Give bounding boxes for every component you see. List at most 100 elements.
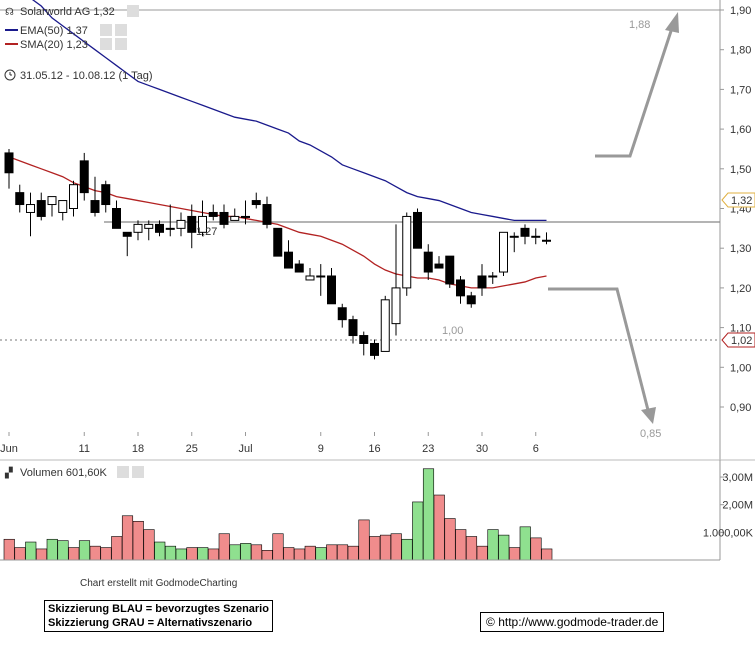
candle bbox=[284, 240, 293, 269]
volume-bar bbox=[143, 529, 155, 561]
candle bbox=[456, 275, 465, 304]
volume-bar bbox=[455, 529, 467, 561]
candle bbox=[413, 208, 422, 249]
price-tick-label: 0,90 bbox=[730, 402, 751, 414]
candle bbox=[47, 196, 57, 217]
svg-text:1,02: 1,02 bbox=[731, 335, 752, 347]
price-tick-label: 1,50 bbox=[730, 164, 751, 176]
volume-tick-label: 1.000,00K bbox=[703, 527, 754, 539]
price-tick-label: 1,10 bbox=[730, 323, 751, 335]
price-tick-label: 1,20 bbox=[730, 283, 751, 295]
sma-settings-icon[interactable] bbox=[100, 38, 112, 50]
volume-bar bbox=[154, 541, 166, 561]
candle bbox=[542, 232, 551, 245]
volume-bar bbox=[326, 544, 338, 561]
copyright-icon: © bbox=[486, 615, 495, 629]
price-tick-label: 1,80 bbox=[730, 45, 751, 57]
candle bbox=[262, 196, 272, 229]
volume-bar bbox=[315, 547, 327, 561]
scenario-arrow-down bbox=[548, 287, 656, 424]
candle bbox=[36, 192, 46, 221]
annotation-0-85: 0,85 bbox=[640, 428, 661, 440]
volume-bar bbox=[121, 515, 134, 561]
volume-axis-ticks: 1.000,00K 2,00M 3,00M bbox=[703, 472, 754, 539]
candle bbox=[434, 256, 444, 269]
ema-settings-icon[interactable] bbox=[100, 24, 112, 36]
volume-bar bbox=[347, 545, 359, 561]
settings-icon[interactable] bbox=[127, 5, 139, 17]
candle bbox=[499, 231, 508, 276]
volume-bar bbox=[35, 548, 48, 561]
volume-bar bbox=[498, 534, 510, 561]
volume-bar bbox=[46, 538, 58, 561]
volume-bar bbox=[272, 533, 284, 561]
candle bbox=[380, 295, 390, 352]
candle bbox=[133, 220, 143, 241]
volume-tick-label: 3,00M bbox=[722, 472, 753, 484]
price-panel: 0,901,001,101,201,301,401,501,601,701,80… bbox=[0, 0, 755, 460]
volume-bar bbox=[57, 540, 69, 561]
volume-bar bbox=[218, 533, 230, 561]
volume-bar bbox=[304, 545, 316, 561]
volume-icon: ▞ bbox=[4, 466, 13, 479]
date-axis-ticks: Jun 11 18 25 Jul 9 16 23 30 6 bbox=[0, 432, 539, 455]
date-tick-label: 6 bbox=[533, 443, 539, 455]
candle bbox=[4, 148, 14, 189]
volume-close-icon[interactable] bbox=[132, 466, 144, 478]
source-url-text: http://www.godmode-trader.de bbox=[498, 615, 659, 629]
annotation-1-27: 1,27 bbox=[196, 226, 217, 238]
volume-bar bbox=[444, 518, 456, 561]
candle bbox=[241, 200, 250, 225]
sma-close-icon[interactable] bbox=[115, 38, 127, 50]
source-url[interactable]: © http://www.godmode-trader.de bbox=[480, 612, 665, 632]
ema50-line bbox=[31, 0, 547, 222]
price-tick-label: 1,60 bbox=[730, 124, 751, 136]
candle bbox=[176, 212, 186, 237]
candle bbox=[359, 331, 369, 356]
candle bbox=[316, 264, 326, 296]
price-tick-label: 1,70 bbox=[730, 84, 751, 96]
candle bbox=[198, 200, 207, 237]
volume-bar bbox=[89, 545, 101, 561]
candle bbox=[144, 220, 154, 241]
chart-legend: ☊ Solarworld AG 1,32 EMA(50) 1,37 SMA(20… bbox=[4, 5, 153, 82]
candle bbox=[208, 204, 218, 221]
volume-bar bbox=[261, 550, 273, 561]
instrument-title: Solarworld AG 1,32 bbox=[20, 6, 115, 18]
date-tick-label: 9 bbox=[318, 443, 324, 455]
volume-bar bbox=[250, 544, 263, 561]
candle bbox=[101, 180, 111, 213]
candle bbox=[187, 204, 197, 249]
scenario-arrow-up bbox=[595, 12, 679, 158]
candle bbox=[219, 204, 229, 229]
candle bbox=[230, 208, 240, 221]
price-tick-label: 1,90 bbox=[730, 5, 751, 17]
candle bbox=[370, 339, 379, 360]
volume-bar bbox=[111, 536, 123, 561]
candle bbox=[402, 212, 412, 296]
volume-bar bbox=[283, 547, 295, 561]
volume-bar bbox=[465, 536, 478, 561]
sma-legend-label: SMA(20) 1,23 bbox=[20, 39, 88, 51]
volume-settings-icon[interactable] bbox=[117, 466, 129, 478]
period-label: 31.05.12 - 10.08.12 (1 Tag) bbox=[20, 70, 153, 82]
volume-bar bbox=[433, 494, 445, 561]
candle bbox=[58, 200, 68, 221]
last-price-marker: 1,32 bbox=[721, 192, 755, 208]
date-tick-label: 11 bbox=[79, 443, 90, 455]
volume-bar bbox=[487, 529, 499, 561]
scenario-legend-blue: Skizzierung BLAU = bevorzugtes Szenario bbox=[48, 603, 269, 615]
price-tick-label: 1,30 bbox=[730, 243, 751, 255]
chart-credit: Chart erstellt mit GodmodeCharting bbox=[80, 578, 238, 589]
volume-bar bbox=[132, 520, 144, 561]
price-tick-label: 1,00 bbox=[730, 362, 751, 374]
scenario-legend-grey: Skizzierung GRAU = Alternativszenario bbox=[48, 617, 253, 629]
candle bbox=[294, 260, 304, 273]
volume-bar bbox=[207, 548, 220, 561]
ema-close-icon[interactable] bbox=[115, 24, 127, 36]
volume-bar bbox=[229, 544, 241, 561]
volume-bar bbox=[197, 547, 209, 561]
date-tick-label: 30 bbox=[476, 443, 488, 455]
candle bbox=[26, 192, 35, 237]
